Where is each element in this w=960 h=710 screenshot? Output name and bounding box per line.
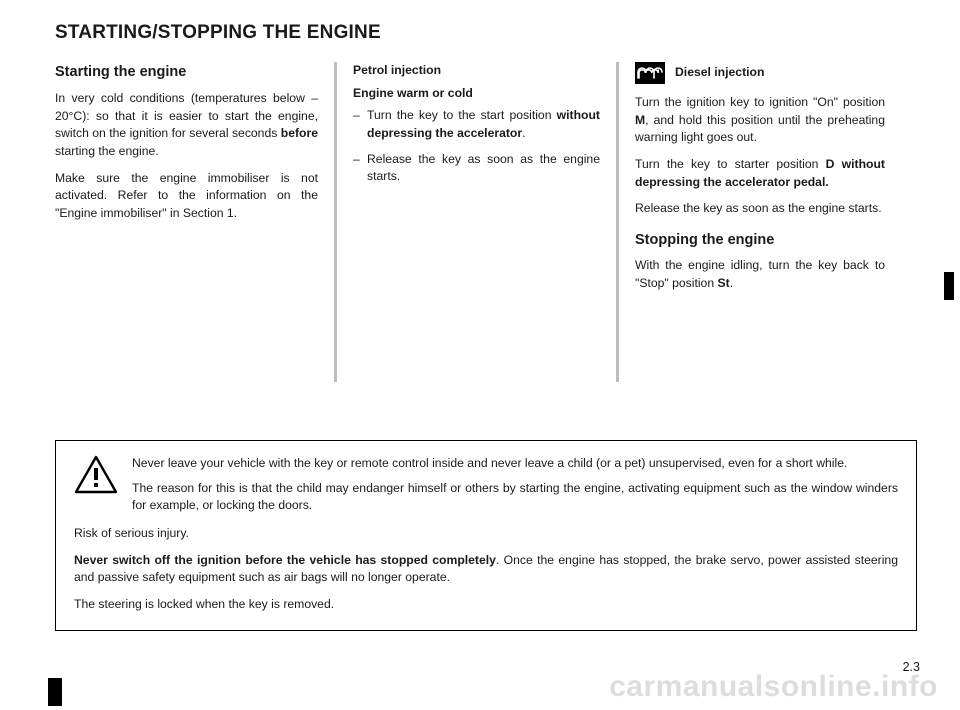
- diesel-heading: Diesel injection: [675, 64, 764, 82]
- text-bold: before: [281, 126, 318, 140]
- preheat-coil-icon: [635, 62, 665, 84]
- warning-text-block: Never leave your vehicle with the key or…: [132, 455, 898, 515]
- text: With the engine idling, turn the key bac…: [635, 258, 885, 290]
- warning-triangle-icon: [74, 455, 118, 515]
- manual-page: STARTING/STOPPING THE ENGINE Starting th…: [55, 22, 920, 631]
- starting-para-1: In very cold conditions (temperatures be…: [55, 90, 318, 161]
- text: , and hold this position until the prehe…: [635, 113, 885, 145]
- dash-icon: –: [353, 151, 367, 186]
- text-bold: Never switch off the ignition before the…: [74, 553, 496, 567]
- warn-para-2: The reason for this is that the child ma…: [132, 480, 898, 515]
- petrol-bullet-2: – Release the key as soon as the engine …: [353, 151, 600, 186]
- crop-mark-icon: [48, 678, 62, 706]
- warn-para-4: Never switch off the ignition before the…: [74, 552, 898, 587]
- dash-icon: –: [353, 107, 367, 142]
- watermark-text: carmanualsonline.info: [609, 670, 938, 704]
- text-bold: M: [635, 113, 645, 127]
- starting-para-2: Make sure the engine immobiliser is not …: [55, 170, 318, 223]
- diesel-para-2: Turn the key to starter position D with­…: [635, 156, 885, 191]
- engine-warm-heading: Engine warm or cold: [353, 85, 600, 103]
- text: Turn the key to starter position: [635, 157, 826, 171]
- text: .: [522, 126, 525, 140]
- side-tab-icon: [944, 272, 954, 300]
- column-diesel: Diesel injection Turn the ignition key t…: [619, 62, 901, 382]
- column-starting: Starting the engine In very cold conditi…: [55, 62, 337, 382]
- diesel-para-3: Release the key as soon as the engine st…: [635, 200, 885, 218]
- text: Turn the ignition key to ignition "On" p…: [635, 95, 885, 109]
- warning-box: Never leave your vehicle with the key or…: [55, 440, 917, 631]
- text: Turn the key to the start position: [367, 108, 557, 122]
- text: In very cold conditions (temperatures be…: [55, 91, 318, 140]
- diesel-para-1: Turn the ignition key to ignition "On" p…: [635, 94, 885, 147]
- petrol-bullet-1: – Turn the key to the start position wit…: [353, 107, 600, 142]
- text: .: [730, 276, 733, 290]
- page-title: STARTING/STOPPING THE ENGINE: [55, 22, 920, 44]
- text-bold: St: [718, 276, 730, 290]
- warn-para-5: The steering is locked when the key is r…: [74, 596, 898, 614]
- column-petrol: Petrol injection Engine warm or cold – T…: [337, 62, 619, 382]
- content-columns: Starting the engine In very cold conditi…: [55, 62, 920, 382]
- bullet-text: Turn the key to the start position witho…: [367, 107, 600, 142]
- warn-para-1: Never leave your vehicle with the key or…: [132, 455, 898, 473]
- diesel-heading-row: Diesel injection: [635, 62, 885, 84]
- starting-heading: Starting the engine: [55, 62, 318, 83]
- stopping-para: With the engine idling, turn the key bac…: [635, 257, 885, 292]
- stopping-heading: Stopping the engine: [635, 230, 885, 251]
- petrol-heading: Petrol injection: [353, 62, 600, 80]
- warn-para-3: Risk of serious injury.: [74, 525, 898, 543]
- text: starting the engine.: [55, 144, 159, 158]
- warning-first-row: Never leave your vehicle with the key or…: [74, 455, 898, 515]
- bullet-text: Release the key as soon as the engine st…: [367, 151, 600, 186]
